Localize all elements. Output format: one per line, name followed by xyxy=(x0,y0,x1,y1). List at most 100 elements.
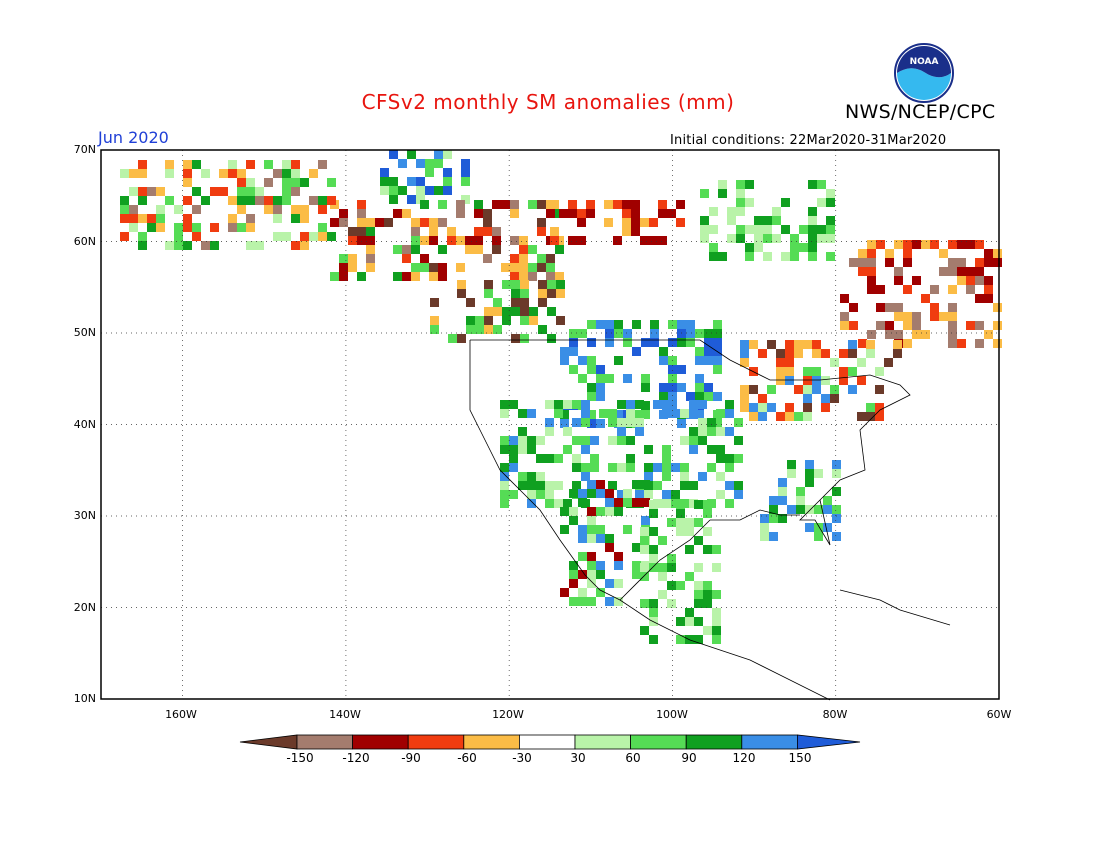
anomaly-cell xyxy=(509,490,518,499)
anomaly-cell xyxy=(273,232,282,241)
anomaly-cell xyxy=(966,276,975,285)
anomaly-cell xyxy=(246,178,255,187)
anomaly-cell xyxy=(685,518,694,527)
anomaly-cell xyxy=(626,400,635,409)
anomaly-cell xyxy=(520,280,529,289)
anomaly-cell xyxy=(577,209,586,218)
anomaly-cell xyxy=(420,236,429,245)
anomaly-cell xyxy=(993,258,1002,267)
anomaly-cell xyxy=(975,258,984,267)
anomaly-cell xyxy=(794,349,803,358)
anomaly-cell xyxy=(291,205,300,214)
anomaly-cell xyxy=(138,160,147,169)
anomaly-cell xyxy=(578,329,587,338)
anomaly-cell xyxy=(416,195,425,204)
anomaly-cell xyxy=(649,218,658,227)
anomaly-cell xyxy=(623,498,632,507)
anomaly-cell xyxy=(635,490,644,499)
anomaly-cell xyxy=(659,392,668,401)
anomaly-cell xyxy=(282,196,291,205)
anomaly-cell xyxy=(758,349,767,358)
anomaly-cell xyxy=(273,214,282,223)
anomaly-cell xyxy=(631,209,640,218)
anomaly-cell xyxy=(546,254,555,263)
anomaly-cell xyxy=(438,272,447,281)
anomaly-cell xyxy=(716,409,725,418)
anomaly-cell xyxy=(282,178,291,187)
anomaly-cell xyxy=(808,225,817,234)
anomaly-cell xyxy=(894,303,903,312)
anomaly-cell xyxy=(291,160,300,169)
anomaly-cell xyxy=(596,480,605,489)
anomaly-cell xyxy=(686,338,695,347)
anomaly-cell xyxy=(339,218,348,227)
anomaly-cell xyxy=(357,200,366,209)
anomaly-cell xyxy=(578,588,587,597)
anomaly-cell xyxy=(957,240,966,249)
anomaly-cell xyxy=(511,298,520,307)
anomaly-cell xyxy=(581,445,590,454)
anomaly-cell xyxy=(129,187,138,196)
anomaly-cell xyxy=(569,489,578,498)
anomaly-cell xyxy=(758,403,767,412)
anomaly-cell xyxy=(493,298,502,307)
anomaly-cell xyxy=(817,198,826,207)
colorbar-swatch xyxy=(463,734,520,750)
anomaly-cell xyxy=(640,545,649,554)
anomaly-cell xyxy=(398,159,407,168)
anomaly-cell xyxy=(429,236,438,245)
anomaly-cell xyxy=(658,563,667,572)
anomaly-cell xyxy=(803,376,812,385)
anomaly-cell xyxy=(537,218,546,227)
anomaly-cell xyxy=(948,267,957,276)
anomaly-cell xyxy=(572,436,581,445)
anomaly-cell xyxy=(430,298,439,307)
anomaly-cell xyxy=(560,410,569,419)
anomaly-cell xyxy=(680,463,689,472)
anomaly-cell xyxy=(754,225,763,234)
anomaly-cell xyxy=(492,236,501,245)
anomaly-cell xyxy=(796,496,805,505)
anomaly-cell xyxy=(794,340,803,349)
anomaly-cell xyxy=(817,180,826,189)
anomaly-cell xyxy=(300,232,309,241)
anomaly-cell xyxy=(518,427,527,436)
anomaly-cell xyxy=(727,207,736,216)
anomaly-cell xyxy=(894,312,903,321)
anomaly-cell xyxy=(632,561,641,570)
anomaly-cell xyxy=(577,218,586,227)
anomaly-cell xyxy=(581,436,590,445)
anomaly-cell xyxy=(563,499,572,508)
anomaly-cell xyxy=(255,187,264,196)
anomaly-cell xyxy=(930,285,939,294)
anomaly-cell xyxy=(677,329,686,338)
lat-label-70n: 70N xyxy=(73,143,96,156)
anomaly-cell xyxy=(560,347,569,356)
anomaly-cell xyxy=(632,410,641,419)
anomaly-cell xyxy=(510,209,519,218)
anomaly-cell xyxy=(484,307,493,316)
anomaly-cell xyxy=(291,214,300,223)
anomaly-cell xyxy=(581,400,590,409)
anomaly-cell xyxy=(568,209,577,218)
anomaly-cell xyxy=(903,258,912,267)
anomaly-cell xyxy=(821,376,830,385)
anomaly-cell xyxy=(228,169,237,178)
anomaly-cell xyxy=(698,418,707,427)
forecast-month: Jun 2020 xyxy=(98,128,169,147)
anomaly-cell xyxy=(677,320,686,329)
anomaly-cell xyxy=(966,240,975,249)
anomaly-cell xyxy=(921,330,930,339)
anomaly-cell xyxy=(228,214,237,223)
anomaly-cell xyxy=(667,554,676,563)
anomaly-cell xyxy=(617,427,626,436)
anomaly-cell xyxy=(407,195,416,204)
anomaly-cell xyxy=(563,400,572,409)
anomaly-cell xyxy=(709,207,718,216)
anomaly-cell xyxy=(443,168,452,177)
anomaly-cell xyxy=(529,307,538,316)
anomaly-cell xyxy=(758,412,767,421)
anomaly-cell xyxy=(713,329,722,338)
anomaly-cell xyxy=(538,280,547,289)
anomaly-cell xyxy=(384,218,393,227)
